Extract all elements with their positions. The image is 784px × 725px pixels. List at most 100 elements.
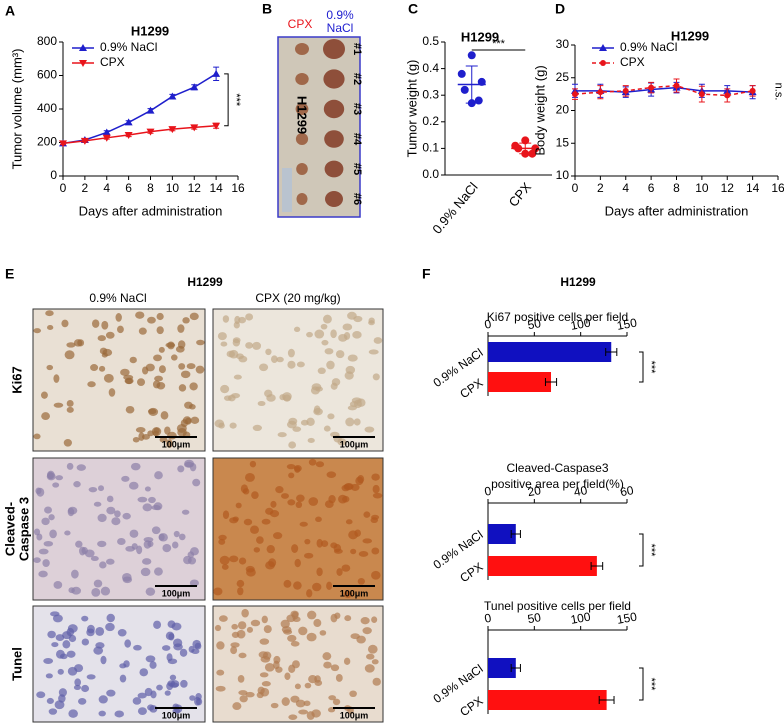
nucleus [323, 425, 331, 432]
nucleus [326, 360, 335, 370]
nucleus [108, 388, 116, 397]
nucleus [91, 319, 100, 328]
nucleus [98, 365, 106, 372]
nucleus [280, 619, 290, 629]
nucleus [189, 547, 199, 556]
data-point [521, 136, 530, 145]
nucleus [145, 587, 156, 596]
legend-marker [599, 44, 607, 51]
x-tick-label: 0 [60, 181, 67, 195]
nucleus [154, 567, 163, 576]
nucleus [259, 638, 270, 645]
tumors [295, 39, 345, 207]
significance-bracket [639, 351, 644, 383]
nucleus [233, 374, 242, 380]
nucleus [313, 618, 322, 628]
nucleus [136, 545, 143, 555]
x-tick-label: 8 [147, 181, 154, 195]
nucleus [192, 478, 201, 487]
y-tick-label: 400 [37, 101, 57, 115]
nucleus [362, 538, 373, 544]
chart-title: H1299 [671, 28, 709, 43]
x-tick-label: 10 [166, 181, 180, 195]
nucleus [215, 685, 226, 692]
tumor [325, 191, 343, 207]
panel-letter: B [262, 1, 272, 17]
nucleus [330, 542, 338, 549]
error-bar [590, 562, 604, 570]
nucleus [53, 581, 63, 589]
marker [146, 106, 155, 114]
nucleus [347, 405, 357, 411]
marker [212, 69, 221, 77]
nucleus [66, 342, 76, 348]
nucleus [158, 346, 165, 353]
nucleus [87, 624, 95, 634]
marker [648, 84, 655, 91]
nucleus [294, 466, 301, 473]
nucleus [151, 526, 161, 535]
nucleus [144, 486, 151, 492]
nucleus [294, 558, 301, 568]
nucleus [183, 555, 192, 565]
nucleus [73, 481, 81, 488]
nucleus [245, 691, 255, 698]
marker [597, 89, 604, 96]
nucleus [145, 655, 156, 663]
nucleus [114, 710, 125, 718]
nucleus [161, 645, 171, 651]
nucleus [52, 614, 63, 623]
row-label: Tunel [9, 647, 24, 681]
nucleus [164, 690, 171, 696]
nucleus [345, 417, 355, 427]
nucleus [153, 620, 162, 630]
nucleus [177, 465, 185, 473]
nucleus [287, 499, 296, 506]
nucleus [64, 350, 75, 360]
nucleus [349, 690, 357, 698]
row-label: #4 [351, 133, 363, 146]
nucleus [48, 708, 58, 715]
y-axis-label: Tumor weight (g) [404, 60, 419, 158]
nucleus [281, 493, 289, 499]
nucleus [371, 473, 380, 481]
y-axis-label: Body weight (g) [532, 65, 547, 155]
nucleus [167, 431, 177, 440]
nucleus [308, 497, 319, 506]
nucleus [76, 464, 86, 471]
nucleus [237, 675, 245, 683]
nucleus [148, 496, 156, 504]
nucleus [171, 541, 179, 549]
nucleus [371, 570, 381, 580]
significance-bracket [639, 533, 644, 567]
chart-title: Tunel positive cells per field [484, 599, 631, 613]
nucleus [50, 611, 60, 617]
nucleus [275, 486, 284, 494]
marker [749, 87, 756, 94]
nucleus [81, 638, 90, 646]
nucleus [320, 323, 328, 330]
nucleus [103, 373, 114, 383]
nucleus [287, 634, 297, 642]
nucleus [151, 427, 162, 436]
nucleus [220, 341, 228, 347]
x-tick-label: 20 [526, 483, 542, 499]
nucleus [241, 608, 249, 618]
nucleus [334, 612, 341, 619]
legend-marker [79, 44, 87, 51]
nucleus [231, 623, 238, 630]
nucleus [261, 681, 271, 687]
nucleus [123, 374, 134, 381]
nucleus [190, 416, 200, 424]
nucleus [266, 545, 275, 554]
nucleus [33, 433, 41, 440]
nucleus [342, 323, 353, 331]
nucleus [53, 402, 64, 408]
nucleus [287, 348, 295, 358]
nucleus [252, 424, 262, 432]
nucleus [275, 666, 283, 673]
x-tick-label: 10 [695, 181, 709, 195]
nucleus [300, 419, 309, 426]
y-tick-label: 25 [556, 70, 570, 84]
chart-title: H1299 [131, 23, 169, 38]
